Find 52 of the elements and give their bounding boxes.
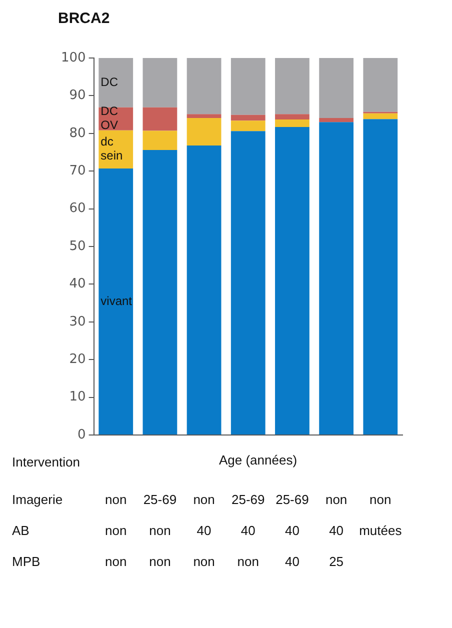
bar	[186, 58, 222, 114]
bar	[98, 130, 134, 168]
bar	[230, 131, 266, 434]
bar	[275, 58, 310, 114]
bar	[98, 168, 134, 434]
category-label: non 40 25	[325, 492, 348, 570]
bar	[230, 58, 266, 115]
bar	[275, 119, 310, 127]
bar	[142, 107, 178, 131]
bar	[363, 119, 398, 434]
bar	[142, 130, 178, 150]
series-label: vivant	[100, 294, 133, 308]
series-label: dc sein	[100, 134, 123, 163]
category-label: 25-69 40 40	[276, 492, 309, 570]
category-label: non mutées	[359, 492, 402, 538]
category-label: non 40 non	[193, 492, 215, 570]
bar	[275, 114, 310, 120]
text: AB	[12, 523, 30, 538]
bar	[319, 58, 354, 118]
y-tick-label: 100	[60, 50, 86, 66]
y-tick-label: 10	[69, 390, 86, 405]
series-label: DC	[100, 75, 118, 90]
y-tick-label: 0	[78, 427, 86, 442]
chart-title: BRCA2	[58, 10, 110, 28]
y-tick-label: 40	[69, 276, 86, 292]
y-tick-label: 50	[69, 238, 86, 254]
bar	[275, 126, 310, 434]
bar	[319, 118, 354, 122]
bar	[98, 58, 134, 108]
bar	[142, 150, 178, 434]
text: Age (années)	[218, 452, 298, 468]
y-tick-label: 20	[69, 352, 86, 367]
category-label: 25-69 non non	[143, 492, 177, 570]
bar	[186, 114, 222, 118]
text: Imagerie	[12, 492, 63, 508]
y-tick-label: 70	[69, 163, 86, 178]
y-tick-label: 80	[69, 126, 86, 141]
bar	[186, 118, 222, 146]
bar	[230, 120, 266, 132]
text: Intervention	[12, 454, 80, 470]
y-tick-label: 60	[69, 201, 86, 216]
bar	[186, 145, 222, 434]
category-label: non non non	[105, 492, 127, 570]
bar	[363, 113, 398, 120]
bar	[319, 122, 354, 434]
bar	[142, 58, 178, 108]
category-label: 25-69 40 non	[232, 492, 265, 570]
text: MPB	[12, 554, 40, 570]
y-tick-label: 30	[69, 314, 86, 330]
bar	[363, 58, 398, 112]
y-tick-label: 90	[69, 88, 86, 104]
bar	[230, 114, 266, 121]
